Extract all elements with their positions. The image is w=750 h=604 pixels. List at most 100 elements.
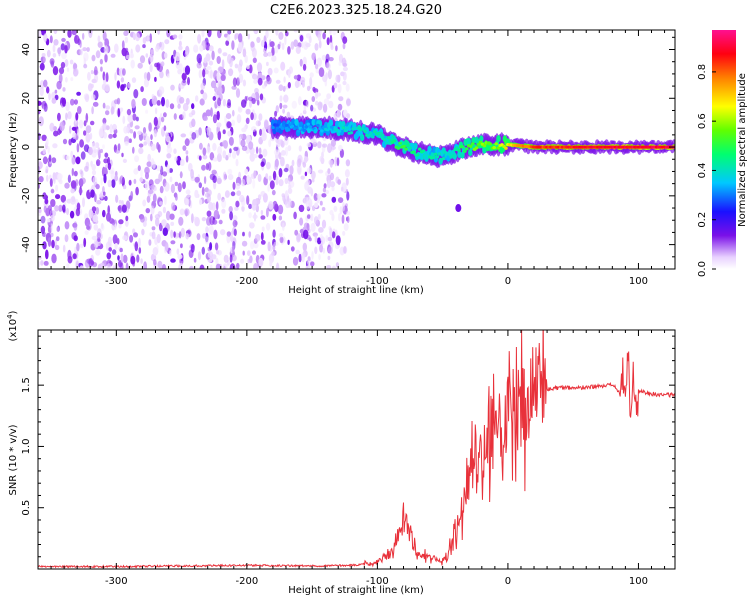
heatmap-cell bbox=[496, 146, 500, 150]
heatmap-cell bbox=[82, 32, 85, 40]
heatmap-cell bbox=[184, 51, 189, 58]
heatmap-cell bbox=[227, 130, 232, 137]
heatmap-cell bbox=[140, 258, 143, 264]
heatmap-cell bbox=[177, 103, 181, 109]
heatmap-cell bbox=[280, 156, 285, 167]
heatmap-cell bbox=[180, 227, 185, 238]
heatmap-cell bbox=[102, 122, 107, 131]
snr-frame bbox=[37, 329, 676, 570]
colorbar-tick-label: 0.0 bbox=[697, 261, 708, 277]
heatmap-cell bbox=[315, 100, 319, 106]
heatmap-cell bbox=[154, 76, 157, 82]
heatmap-cell bbox=[66, 263, 70, 268]
heatmap-cell bbox=[396, 146, 401, 150]
heatmap-cell bbox=[188, 197, 191, 207]
heatmap-cell bbox=[46, 86, 50, 94]
heatmap-cell bbox=[178, 216, 184, 226]
heatmap-cell bbox=[39, 86, 44, 97]
heatmap-cell bbox=[335, 120, 340, 128]
heatmap-cell bbox=[198, 127, 202, 136]
heatmap-cell bbox=[198, 69, 203, 79]
heatmap-cell bbox=[90, 120, 95, 126]
heatmap-cell bbox=[98, 127, 104, 138]
heatmap-cell bbox=[51, 239, 55, 249]
spectrogram-y-label: Frequency (Hz) bbox=[8, 112, 19, 188]
heatmap-cell bbox=[72, 132, 77, 140]
heatmap-cell bbox=[326, 265, 332, 269]
heatmap-cell bbox=[143, 141, 147, 146]
heatmap-cell bbox=[476, 143, 481, 147]
heatmap-cell bbox=[200, 89, 204, 95]
heatmap-cell bbox=[107, 156, 110, 166]
heatmap-cell bbox=[53, 130, 59, 137]
heatmap-cell bbox=[144, 180, 149, 191]
heatmap-cell bbox=[314, 63, 319, 70]
heatmap-cell bbox=[43, 79, 48, 88]
heatmap-cell bbox=[131, 77, 137, 83]
heatmap-cell bbox=[150, 49, 154, 55]
heatmap-cell bbox=[320, 157, 325, 165]
snr-panel: -300 -200 -100 0 100 0.5 1.0 1.5 Height of str… bbox=[6, 310, 676, 596]
heatmap-cell bbox=[129, 129, 134, 134]
heatmap-cell bbox=[172, 34, 178, 39]
heatmap-cell bbox=[336, 157, 340, 167]
heatmap-cell bbox=[294, 118, 299, 126]
heatmap-cell bbox=[232, 215, 238, 221]
heatmap-cell bbox=[292, 256, 299, 266]
heatmap-cell bbox=[275, 30, 279, 36]
heatmap-cell bbox=[74, 246, 77, 255]
heatmap-cell bbox=[60, 61, 66, 69]
heatmap-cell bbox=[223, 265, 226, 269]
heatmap-cell bbox=[331, 231, 336, 239]
heatmap-cell bbox=[177, 254, 183, 260]
heatmap-cell bbox=[91, 94, 96, 100]
heatmap-cell bbox=[87, 71, 91, 81]
heatmap-cell bbox=[118, 199, 123, 204]
heatmap-cell bbox=[213, 229, 218, 240]
heatmap-cell bbox=[119, 247, 123, 253]
heatmap-cell bbox=[295, 46, 301, 54]
heatmap-cell bbox=[91, 106, 94, 115]
heatmap-cell bbox=[337, 179, 342, 185]
heatmap-cell bbox=[250, 112, 254, 121]
heatmap-cell bbox=[116, 67, 120, 76]
heatmap-cell bbox=[124, 141, 129, 147]
heatmap-cell bbox=[208, 45, 214, 52]
spectrogram-y-ticks: -40 -20 0 20 40 bbox=[21, 36, 675, 258]
heatmap-cell bbox=[125, 127, 130, 133]
heatmap-cell bbox=[96, 159, 101, 167]
heatmap-cell bbox=[130, 59, 135, 69]
heatmap-cell bbox=[169, 250, 172, 256]
heatmap-cell bbox=[107, 205, 110, 215]
x-tick-label: -200 bbox=[236, 276, 259, 287]
heatmap-cell bbox=[275, 105, 279, 114]
heatmap-cell bbox=[325, 235, 329, 242]
heatmap-cell bbox=[152, 247, 159, 256]
heatmap-cell bbox=[317, 169, 324, 174]
heatmap-cell bbox=[166, 153, 172, 159]
heatmap-cell bbox=[191, 109, 196, 116]
heatmap-cell bbox=[86, 221, 92, 231]
heatmap-cell bbox=[235, 88, 241, 98]
heatmap-cell bbox=[71, 30, 77, 36]
heatmap-cell bbox=[121, 47, 127, 57]
heatmap-cell bbox=[326, 180, 331, 189]
heatmap-cell bbox=[346, 98, 351, 106]
heatmap-cell bbox=[39, 62, 45, 71]
heatmap-cell bbox=[169, 176, 173, 183]
heatmap-cell bbox=[427, 145, 432, 153]
heatmap-cell bbox=[281, 42, 285, 51]
heatmap-cell bbox=[252, 112, 257, 121]
heatmap-cell bbox=[165, 210, 171, 221]
heatmap-cell bbox=[408, 146, 412, 150]
heatmap-cell bbox=[198, 155, 202, 161]
heatmap-cell bbox=[236, 190, 242, 196]
heatmap-cell bbox=[278, 84, 284, 91]
heatmap-cell bbox=[238, 64, 242, 74]
heatmap-cell bbox=[311, 96, 316, 102]
heatmap-cell bbox=[114, 175, 119, 182]
heatmap-cell bbox=[286, 195, 290, 202]
heatmap-cell bbox=[134, 125, 140, 130]
heatmap-cell bbox=[145, 109, 149, 114]
heatmap-cell bbox=[247, 250, 251, 256]
